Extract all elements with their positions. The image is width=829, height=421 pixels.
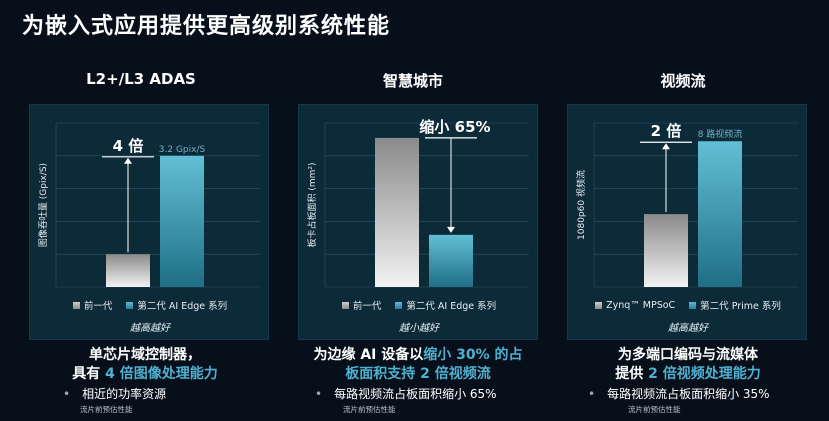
legend-item-gen2: 第二代 AI Edge 系列 <box>395 298 496 312</box>
better-note: 越高越好 <box>668 323 708 334</box>
bar-previous-gen <box>375 137 419 287</box>
chart-panel-smart-city: 缩小 65% 板卡占板面积 (mm²) 前一代 第二代 AI Edge 系列 越… <box>298 104 538 340</box>
chart-panel-adas: 4 倍 3.2 Gpix/S 图像吞吐量 (Gpix/S) 前一代 第二代 AI… <box>29 104 269 340</box>
y-axis-label: 图像吞吐量 (Gpix/S) <box>37 163 49 247</box>
bar-gen2-ai-edge <box>160 155 204 287</box>
panel-desc-adas: 单芯片域控制器， 具有 4 倍图像处理能力 <box>72 347 218 382</box>
chart-svg-smart-city: 缩小 65% 板卡占板面积 (mm²) <box>306 118 529 288</box>
page-title: 为嵌入式应用提供更高级别系统性能 <box>22 14 391 39</box>
legend-adas: 前一代 第二代 AI Edge 系列 <box>30 298 270 312</box>
legend-smart-city: 前一代 第二代 AI Edge 系列 <box>299 298 539 312</box>
legend-item-zynq: Zynq™ MPSoC <box>595 298 675 312</box>
bar-gen2-prime <box>698 141 742 287</box>
legend-item-previous: 前一代 <box>341 298 381 312</box>
legend-swatch-gray <box>72 301 80 309</box>
panel-heading-adas: L2+/L3 ADAS <box>86 70 196 88</box>
bar-value-label: 3.2 Gpix/S <box>159 145 206 155</box>
bullet-video: • 每路视频流占板面积缩小 35% <box>588 387 770 401</box>
increase-arrow-head <box>662 143 670 150</box>
panel-desc-video: 为多端口编码与流媒体 提供 2 倍视频处理能力 <box>615 347 761 382</box>
bullet-dot: • <box>315 387 323 401</box>
annotation-4x: 4 倍 <box>113 137 144 155</box>
chart-svg-adas: 4 倍 3.2 Gpix/S 图像吞吐量 (Gpix/S) <box>37 122 260 288</box>
legend-item-prime: 第二代 Prime 系列 <box>689 298 781 312</box>
legend-swatch-teal <box>395 301 403 309</box>
legend-item-gen2: 第二代 AI Edge 系列 <box>126 298 227 312</box>
panel-desc-smart-city: 为边缘 AI 设备以缩小 30% 的占 板面积支持 2 倍视频流 <box>313 347 523 382</box>
legend-video: Zynq™ MPSoC 第二代 Prime 系列 <box>568 298 808 312</box>
panel-heading-smart-city: 智慧城市 <box>382 72 443 90</box>
chart-svg-video: 2 倍 8 路视频流 1080p60 视频流 <box>575 122 798 288</box>
footnote-smart-city: 流片前预估性能 <box>343 405 396 414</box>
annotation-2x: 2 倍 <box>651 122 682 140</box>
legend-swatch-teal <box>126 301 134 309</box>
legend-swatch-gray <box>341 301 349 309</box>
chart-panel-video: 2 倍 8 路视频流 1080p60 视频流 Zynq™ MPSoC 第二代 P… <box>567 104 807 340</box>
footnote-video: 流片前预估性能 <box>628 405 681 414</box>
better-note: 越小越好 <box>399 323 439 334</box>
bar-gen2-ai-edge <box>429 234 473 287</box>
legend-swatch-teal <box>689 301 697 309</box>
bar-zynq-mpsoc <box>644 214 688 287</box>
panel-heading-video: 视频流 <box>660 72 706 90</box>
better-note: 越高越好 <box>130 323 170 334</box>
bullet-dot: • <box>63 387 71 401</box>
bar-value-label: 8 路视频流 <box>698 128 743 140</box>
footnote-adas: 流片前预估性能 <box>80 405 133 414</box>
legend-item-previous: 前一代 <box>72 298 112 312</box>
annotation-65-percent: 缩小 65% <box>419 118 490 136</box>
y-axis-label: 板卡占板面积 (mm²) <box>306 162 318 247</box>
bullet-dot: • <box>588 387 596 401</box>
bar-previous-gen <box>106 254 150 287</box>
increase-arrow-head <box>124 157 132 164</box>
bullet-adas: • 相近的功率资源 <box>63 387 167 401</box>
legend-swatch-gray <box>595 301 603 309</box>
decrease-arrow-head <box>447 226 455 233</box>
bullet-smart-city: • 每路视频流占板面积缩小 65% <box>315 387 497 401</box>
y-axis-label: 1080p60 视频流 <box>575 170 587 240</box>
